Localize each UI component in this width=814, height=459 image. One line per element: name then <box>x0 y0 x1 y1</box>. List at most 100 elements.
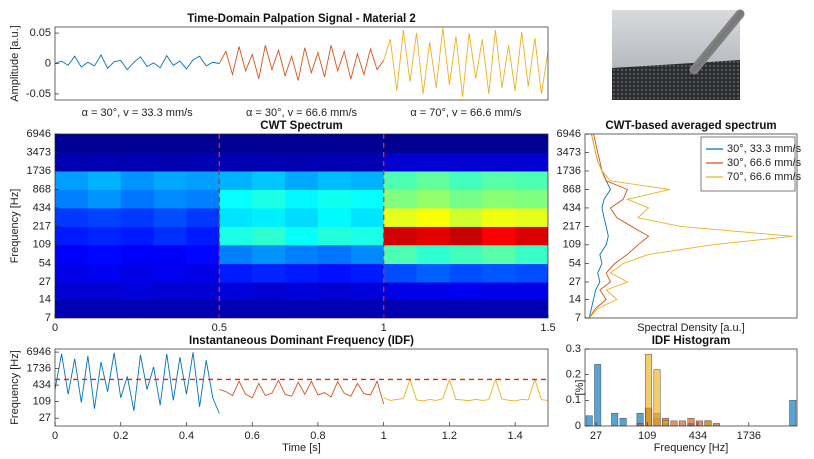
y-tick-label: 434 <box>33 379 51 391</box>
y-tick-label: 54 <box>569 257 581 269</box>
heat-cell <box>317 282 352 301</box>
heat-cell <box>482 299 516 318</box>
heat-cell <box>120 207 155 227</box>
data-line <box>383 28 548 98</box>
y-tick-label: 0 <box>575 420 581 432</box>
axes-frame <box>54 133 549 319</box>
heat-cell <box>252 170 286 190</box>
heat-cell <box>55 134 89 153</box>
heat-cell <box>219 244 253 265</box>
data-line <box>55 352 220 414</box>
y-tick-label: 27 <box>569 276 581 288</box>
y-tick-label: 14 <box>569 293 581 305</box>
y-tick-label: 1736 <box>557 165 581 177</box>
x-tick-label: 1.2 <box>442 430 457 442</box>
heat-cell <box>416 244 450 265</box>
heat-cell <box>482 244 516 265</box>
x-axis-label: Frequency [Hz] <box>654 442 729 454</box>
heat-cell <box>186 263 220 283</box>
heat-cell <box>482 134 516 153</box>
heat-cell <box>383 299 418 318</box>
data-line <box>218 45 385 81</box>
heat-cell <box>153 207 187 227</box>
legend-label: 70°, 66.6 mm/s <box>727 171 802 183</box>
heat-cell <box>55 299 89 318</box>
heat-cell <box>153 170 187 190</box>
heat-cell <box>186 134 220 153</box>
heat-cell <box>186 189 220 209</box>
heat-cell <box>383 207 418 227</box>
plot-area <box>585 353 797 426</box>
heat-cell <box>87 170 122 190</box>
y-tick-label: 6946 <box>557 128 581 140</box>
y-tick-label: 217 <box>563 220 581 232</box>
heat-cell <box>153 226 187 246</box>
heat-cell <box>449 189 483 209</box>
heat-cell <box>219 152 253 172</box>
heat-cell <box>350 263 385 283</box>
heat-cell <box>55 152 89 172</box>
y-tick-label: 0.05 <box>30 27 51 39</box>
heat-cell <box>219 189 253 209</box>
heat-cell <box>416 152 450 172</box>
heat-cell <box>449 134 483 153</box>
y-tick-label: 0 <box>45 57 51 69</box>
y-tick-label: 109 <box>33 395 51 407</box>
heat-cell <box>416 134 450 153</box>
y-axis-label: Frequency [Hz] <box>9 350 21 425</box>
heat-cell <box>120 170 155 190</box>
heat-cell <box>153 282 187 301</box>
axes-frame <box>584 348 798 427</box>
heat-cell <box>120 263 155 283</box>
heat-cell <box>416 263 450 283</box>
x-axis-label: Spectral Density [a.u.] <box>637 322 745 334</box>
y-tick-label: 868 <box>33 183 51 195</box>
y-axis-label: [%] <box>574 380 586 396</box>
photo <box>612 9 745 100</box>
x-tick-label: 0.8 <box>310 430 325 442</box>
heat-cell <box>186 226 220 246</box>
y-tick-label: 109 <box>33 239 51 251</box>
hist-bar <box>645 353 653 426</box>
heat-cell <box>252 282 286 301</box>
y-tick-label: 7 <box>45 312 51 324</box>
heat-cell <box>252 189 286 209</box>
y-tick-label: 27 <box>39 276 51 288</box>
heat-cell <box>219 134 253 153</box>
chart-title: Time-Domain Palpation Signal - Material … <box>187 13 416 25</box>
y-tick-label: 868 <box>563 183 581 195</box>
heat-cell <box>350 134 385 153</box>
x-tick-label: 0.5 <box>212 322 227 334</box>
plot-area <box>55 28 548 98</box>
heat-cell <box>153 299 187 318</box>
heat-cell <box>515 226 548 246</box>
y-tick-label: 6946 <box>27 346 51 358</box>
data-line <box>588 134 793 318</box>
heat-cell <box>55 189 89 209</box>
data-line <box>219 379 385 404</box>
legend-box <box>700 136 796 192</box>
heat-cell <box>252 207 286 227</box>
y-tick-label: 54 <box>39 257 51 269</box>
heat-cell <box>87 226 122 246</box>
heat-cell <box>317 244 352 265</box>
heat-cell <box>383 263 418 283</box>
plot-area <box>588 134 793 318</box>
heat-cell <box>416 170 450 190</box>
hist-bar <box>619 418 627 426</box>
hist-bar <box>662 420 670 426</box>
x-tick-label: 109 <box>638 430 656 442</box>
heat-cell <box>515 299 548 318</box>
heat-cell <box>515 282 548 301</box>
annotation: α = 30°, v = 66.6 mm/s <box>246 107 358 119</box>
annotation: α = 70°, v = 66.6 mm/s <box>410 107 522 119</box>
y-axis-label: Amplitude [a.u.] <box>9 25 21 101</box>
heat-cell <box>317 207 352 227</box>
heat-cell <box>285 299 319 318</box>
heat-cell <box>55 170 89 190</box>
hist-bar <box>789 400 797 426</box>
heat-cell <box>383 189 418 209</box>
heat-cell <box>285 244 319 265</box>
heat-cell <box>186 152 220 172</box>
